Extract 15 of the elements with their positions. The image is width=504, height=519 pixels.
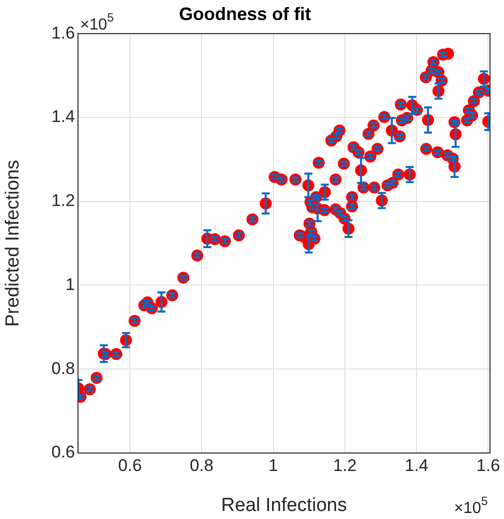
y-tick-label: 0.6 xyxy=(51,442,75,462)
x-tick-label: 0.8 xyxy=(190,456,214,475)
chart-title: Goodness of fit xyxy=(179,4,311,24)
y-axis-title: Predicted Infections xyxy=(2,160,24,327)
x-tick-label: 1 xyxy=(268,456,278,475)
y-tick-label: 0.8 xyxy=(51,358,75,378)
x-tick-label: 1.6 xyxy=(476,456,500,475)
y-tick-label: 1.6 xyxy=(51,23,75,42)
y-tick-label: 1 xyxy=(66,274,75,294)
y-tick-label: 1.2 xyxy=(51,191,75,210)
x-axis-title: Real Infections xyxy=(221,494,347,516)
x-tick-label: 1.2 xyxy=(333,456,357,475)
x-tick-label: 1.4 xyxy=(404,456,428,475)
x-tick-label: 0.6 xyxy=(118,456,142,475)
y-tick-label: 1.4 xyxy=(51,107,75,126)
